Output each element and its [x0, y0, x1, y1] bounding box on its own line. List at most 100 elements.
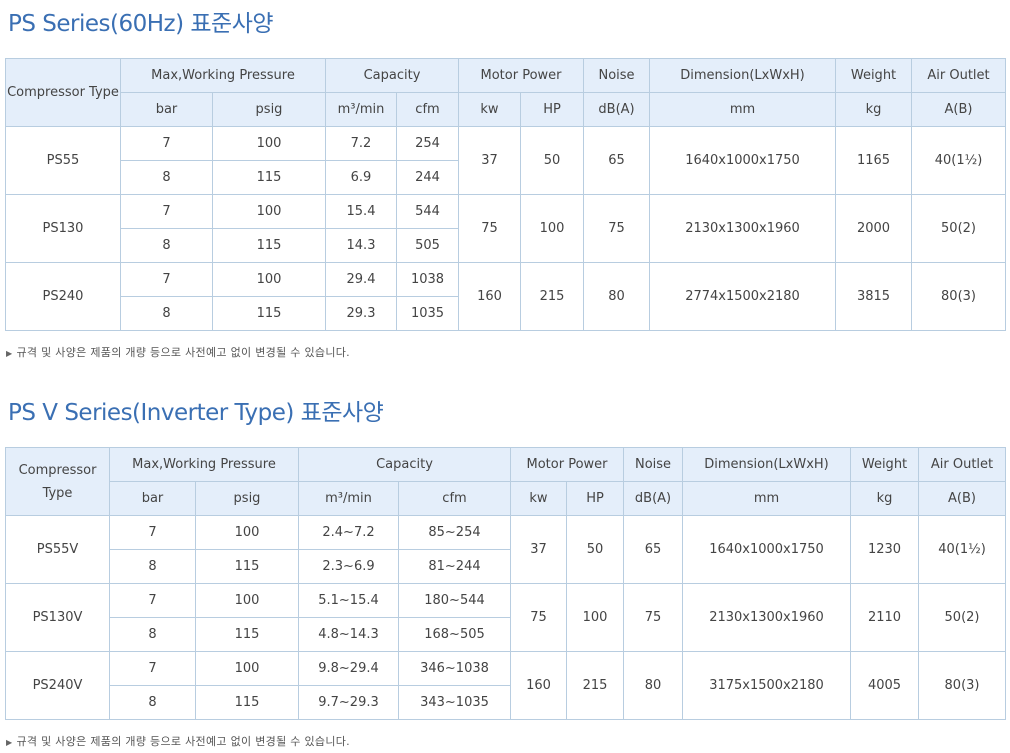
table-row: PS55 7 100 7.2 254 37 50 65 1640x1000x17…: [5, 126, 1007, 195]
cell-dimension: 2130x1300x1960: [649, 194, 837, 263]
col-header-capacity: Capacity: [298, 447, 511, 482]
unit-bar: bar: [109, 481, 196, 516]
spec-table-ps-v-series: Compressor Type Max,Working Pressure Cap…: [5, 447, 1007, 720]
cell-psig: 115: [195, 617, 299, 652]
col-header-pressure: Max,Working Pressure: [120, 58, 326, 93]
cell-m3min: 29.3: [325, 296, 397, 331]
cell-weight: 2110: [850, 583, 920, 652]
cell-outlet: 80(3): [918, 651, 1007, 720]
cell-kw: 75: [510, 583, 567, 652]
cell-dimension: 3175x1500x2180: [682, 651, 852, 720]
unit-m3min: m³/min: [325, 92, 397, 127]
spec-change-note: ▶ 규격 및 사양은 제품의 개량 등으로 사전예고 없이 변경될 수 있습니다.: [6, 344, 350, 360]
spec-table-ps-series: Compressor Type Max,Working Pressure Cap…: [5, 58, 1007, 331]
table-row: 8 115 14.3 505: [6, 228, 1006, 263]
cell-psig: 115: [212, 160, 326, 195]
unit-mm: mm: [649, 92, 837, 127]
table-row: 8 115 4.8~14.3 168~505: [6, 617, 1006, 652]
cell-m3min: 7.2: [325, 126, 397, 161]
col-header-weight: Weight: [850, 447, 920, 482]
cell-cfm: 244: [396, 160, 459, 195]
table-row: 8 115 9.7~29.3 343~1035: [6, 685, 1006, 720]
cell-weight: 2000: [835, 194, 913, 263]
unit-m3min: m³/min: [298, 481, 399, 516]
cell-bar: 8: [120, 228, 213, 263]
unit-kw: kw: [458, 92, 521, 127]
cell-psig: 115: [212, 228, 326, 263]
cell-hp: 100: [519, 194, 585, 263]
cell-model-type: PS130: [5, 194, 121, 263]
table-row: PS240 7 100 29.4 1038 160 215 80 2774x15…: [5, 262, 1007, 331]
cell-noise: 80: [583, 262, 651, 331]
cell-psig: 115: [212, 296, 326, 331]
note-text: 규격 및 사양은 제품의 개량 등으로 사전예고 없이 변경될 수 있습니다.: [16, 346, 350, 359]
cell-dimension: 1640x1000x1750: [682, 515, 852, 584]
cell-bar: 7: [109, 515, 196, 550]
cell-weight: 4005: [850, 651, 920, 720]
cell-psig: 100: [195, 583, 299, 618]
cell-psig: 100: [212, 194, 326, 229]
table-row: PS240V 7 100 9.8~29.4 346~1038 160 215 8…: [5, 651, 1007, 720]
cell-psig: 100: [195, 651, 299, 686]
cell-cfm: 505: [396, 228, 459, 263]
cell-kw: 37: [458, 126, 521, 195]
unit-bar: bar: [120, 92, 213, 127]
cell-kw: 160: [510, 651, 567, 720]
unit-kg: kg: [835, 92, 913, 127]
cell-m3min: 14.3: [325, 228, 397, 263]
header-row: Compressor Type Max,Working Pressure Cap…: [5, 447, 1007, 516]
cell-cfm: 254: [396, 126, 459, 161]
col-header-capacity: Capacity: [325, 58, 459, 93]
unit-ab: A(B): [911, 92, 1007, 127]
col-header-motor: Motor Power: [457, 58, 585, 93]
table-row: 8 115 2.3~6.9 81~244: [6, 549, 1006, 584]
col-header-outlet: Air Outlet: [911, 58, 1007, 93]
cell-kw: 75: [458, 194, 521, 263]
table-row: PS55V 7 100 2.4~7.2 85~254 37 50 65 1640…: [5, 515, 1007, 584]
note-text: 규격 및 사양은 제품의 개량 등으로 사전예고 없이 변경될 수 있습니다.: [16, 735, 350, 748]
unit-ab: A(B): [918, 481, 1007, 516]
cell-noise: 75: [583, 194, 651, 263]
cell-cfm: 168~505: [398, 617, 511, 652]
cell-hp: 50: [519, 126, 585, 195]
col-header-noise: Noise: [623, 447, 684, 482]
bullet-arrow-icon: ▶: [6, 738, 13, 747]
unit-row: bar psig m³/min cfm kw HP dB(A) mm kg A(…: [6, 92, 1007, 127]
cell-m3min: 6.9: [325, 160, 397, 195]
cell-model-type: PS240V: [5, 651, 110, 720]
cell-bar: 8: [109, 549, 196, 584]
cell-m3min: 9.8~29.4: [298, 651, 399, 686]
cell-m3min: 5.1~15.4: [298, 583, 399, 618]
unit-psig: psig: [212, 92, 326, 127]
unit-cfm: cfm: [398, 481, 511, 516]
cell-weight: 1230: [850, 515, 920, 584]
cell-psig: 100: [195, 515, 299, 550]
cell-outlet: 50(2): [911, 194, 1007, 263]
cell-bar: 7: [109, 651, 196, 686]
col-header-pressure: Max,Working Pressure: [109, 447, 299, 482]
col-header-dimension: Dimension(LxWxH): [682, 447, 852, 482]
col-header-type: Compressor Type: [5, 447, 110, 516]
cell-model-type: PS55V: [5, 515, 110, 584]
cell-noise: 65: [583, 126, 651, 195]
cell-hp: 50: [565, 515, 625, 584]
unit-db: dB(A): [623, 481, 684, 516]
cell-bar: 7: [120, 262, 213, 297]
cell-bar: 8: [109, 685, 196, 720]
col-header-weight: Weight: [835, 58, 913, 93]
cell-bar: 8: [120, 160, 213, 195]
cell-dimension: 2774x1500x2180: [649, 262, 837, 331]
cell-psig: 100: [212, 126, 326, 161]
cell-psig: 100: [212, 262, 326, 297]
cell-m3min: 15.4: [325, 194, 397, 229]
col-header-noise: Noise: [583, 58, 651, 93]
cell-bar: 7: [120, 126, 213, 161]
cell-bar: 8: [109, 617, 196, 652]
cell-model-type: PS240: [5, 262, 121, 331]
unit-kg: kg: [850, 481, 920, 516]
unit-db: dB(A): [583, 92, 651, 127]
cell-weight: 1165: [835, 126, 913, 195]
header-row: Compressor Type Max,Working Pressure Cap…: [5, 58, 1007, 127]
unit-psig: psig: [195, 481, 299, 516]
spec-change-note: ▶ 규격 및 사양은 제품의 개량 등으로 사전예고 없이 변경될 수 있습니다.: [6, 733, 350, 749]
